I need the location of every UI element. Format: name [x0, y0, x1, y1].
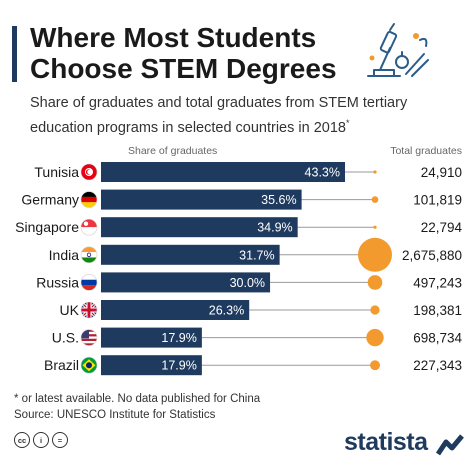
flag-outline-tunisia	[80, 163, 98, 181]
flag-outline-uk	[80, 301, 98, 319]
subtitle-line-2-text: education programs in selected countries…	[30, 119, 346, 136]
country-label-tunisia: Tunisia	[34, 164, 79, 180]
subtitle-line-1: Share of graduates and total graduates f…	[30, 95, 408, 111]
flag-stripe-2	[81, 279, 97, 286]
total-label-russia: 497,243	[413, 275, 462, 290]
total-label-india: 2,675,880	[402, 248, 462, 263]
bar-label-brazil: 17.9%	[161, 359, 196, 373]
flag-crescent-cut	[87, 169, 92, 175]
bar-russia	[101, 272, 271, 293]
flag-icon-germany	[81, 191, 97, 208]
country-label-brazil: Brazil	[44, 357, 79, 373]
bar-label-tunisia: 43.3%	[305, 166, 340, 180]
flag-wheel	[86, 252, 92, 257]
bar-label-singapore: 34.9%	[257, 221, 292, 235]
bar-tunisia	[101, 162, 345, 182]
attribution-icon: i	[33, 432, 49, 448]
bar-label-russia: 30.0%	[230, 276, 265, 290]
total-label-us: 698,734	[413, 331, 462, 346]
statista-logo-mark-icon	[436, 434, 464, 456]
license-icons: cc i =	[14, 432, 68, 448]
flag-icon-india	[81, 246, 97, 263]
bubble-russia	[367, 275, 383, 290]
flag-canton	[81, 329, 89, 339]
flag-icon-uk	[81, 302, 97, 318]
flag-stripe-1	[81, 246, 97, 253]
subtitle-footnote-mark: *	[345, 118, 350, 128]
flag-stripe-2	[81, 252, 97, 258]
bar-label-germany: 35.6%	[261, 193, 296, 207]
flag-icon-us	[81, 329, 97, 346]
country-label-uk: UK	[60, 302, 80, 318]
bar-germany	[101, 189, 302, 210]
flag-globe	[86, 362, 92, 369]
footnote: * or latest available. No data published…	[14, 393, 261, 405]
chart-notes: * or latest available. No data published…	[14, 391, 260, 423]
total-label-singapore: 22,794	[421, 220, 463, 235]
flag-outline-us	[80, 329, 98, 346]
bar-label-us: 17.9%	[161, 331, 196, 345]
country-label-singapore: Singapore	[15, 219, 79, 235]
country-label-us: U.S.	[52, 330, 79, 346]
country-label-germany: Germany	[21, 192, 79, 208]
title-line-1: Where Most Students	[30, 22, 317, 53]
bar-uk	[101, 300, 250, 320]
flag-icon-singapore	[81, 219, 97, 236]
bar-india	[101, 244, 280, 265]
bubble-singapore	[373, 225, 377, 229]
bubble-germany	[371, 196, 379, 203]
bar-us	[101, 327, 202, 348]
flag-stripe-3	[81, 202, 97, 208]
no-derivatives-icon: =	[52, 432, 68, 448]
creative-commons-icon: cc	[14, 432, 30, 448]
flag-outline-singapore	[80, 218, 98, 236]
microscope-icon	[367, 23, 429, 77]
bubble-us	[366, 328, 384, 347]
bar-singapore	[101, 217, 298, 238]
flag-crescent	[83, 221, 89, 226]
total-column-header: Total graduates	[390, 145, 462, 157]
flag-icon-russia	[81, 274, 97, 291]
flag-outline-india	[80, 246, 98, 264]
share-column-header: Share of graduates	[128, 145, 217, 157]
flag-icon-brazil	[81, 357, 97, 374]
flag-stripe-2	[81, 196, 97, 203]
flag-stripe-1	[81, 219, 97, 228]
bar-brazil	[101, 355, 202, 376]
flag-icon-tunisia	[81, 164, 97, 180]
flag-stripe-6	[81, 343, 97, 346]
flag-stripe-5	[81, 341, 97, 344]
total-label-tunisia: 24,910	[421, 165, 462, 180]
country-label-russia: Russia	[36, 274, 79, 290]
flag-stripe-1	[81, 274, 97, 280]
bubble-tunisia	[373, 170, 377, 174]
flag-stripe-3	[81, 285, 97, 291]
title-accent-bar	[12, 26, 17, 82]
bubble-uk	[370, 305, 380, 315]
total-label-uk: 198,381	[413, 303, 462, 318]
total-label-brazil: 227,343	[413, 358, 462, 373]
subtitle-line-2: education programs in selected countries…	[30, 113, 470, 138]
flag-stripe-2	[81, 227, 97, 236]
bar-label-india: 31.7%	[239, 248, 274, 262]
flag-outline-brazil	[80, 356, 98, 374]
statista-logo: statista	[344, 428, 428, 456]
flag-outline-germany	[80, 191, 98, 208]
flag-stripe-4	[81, 338, 97, 342]
total-label-germany: 101,819	[413, 193, 462, 208]
bar-label-uk: 26.3%	[209, 304, 244, 318]
source-note: Source: UNESCO Institute for Statistics	[14, 409, 216, 421]
flag-stripe-3	[81, 257, 97, 263]
bubble-india	[358, 237, 392, 272]
stem-graduates-chart: Share of graduates Total graduates 43.3% Tu…	[15, 145, 463, 376]
chart-subtitle: Share of graduates and total graduates f…	[30, 93, 470, 138]
flag-outline-russia	[80, 274, 98, 291]
bubble-brazil	[370, 360, 380, 371]
title-line-2: Choose STEM Degrees	[30, 53, 337, 84]
page-title: Where Most Students Choose STEM Degrees	[30, 22, 360, 84]
flag-cross-red-h	[81, 308, 97, 312]
country-label-india: India	[49, 247, 80, 263]
flag-stripe-1	[81, 191, 97, 197]
